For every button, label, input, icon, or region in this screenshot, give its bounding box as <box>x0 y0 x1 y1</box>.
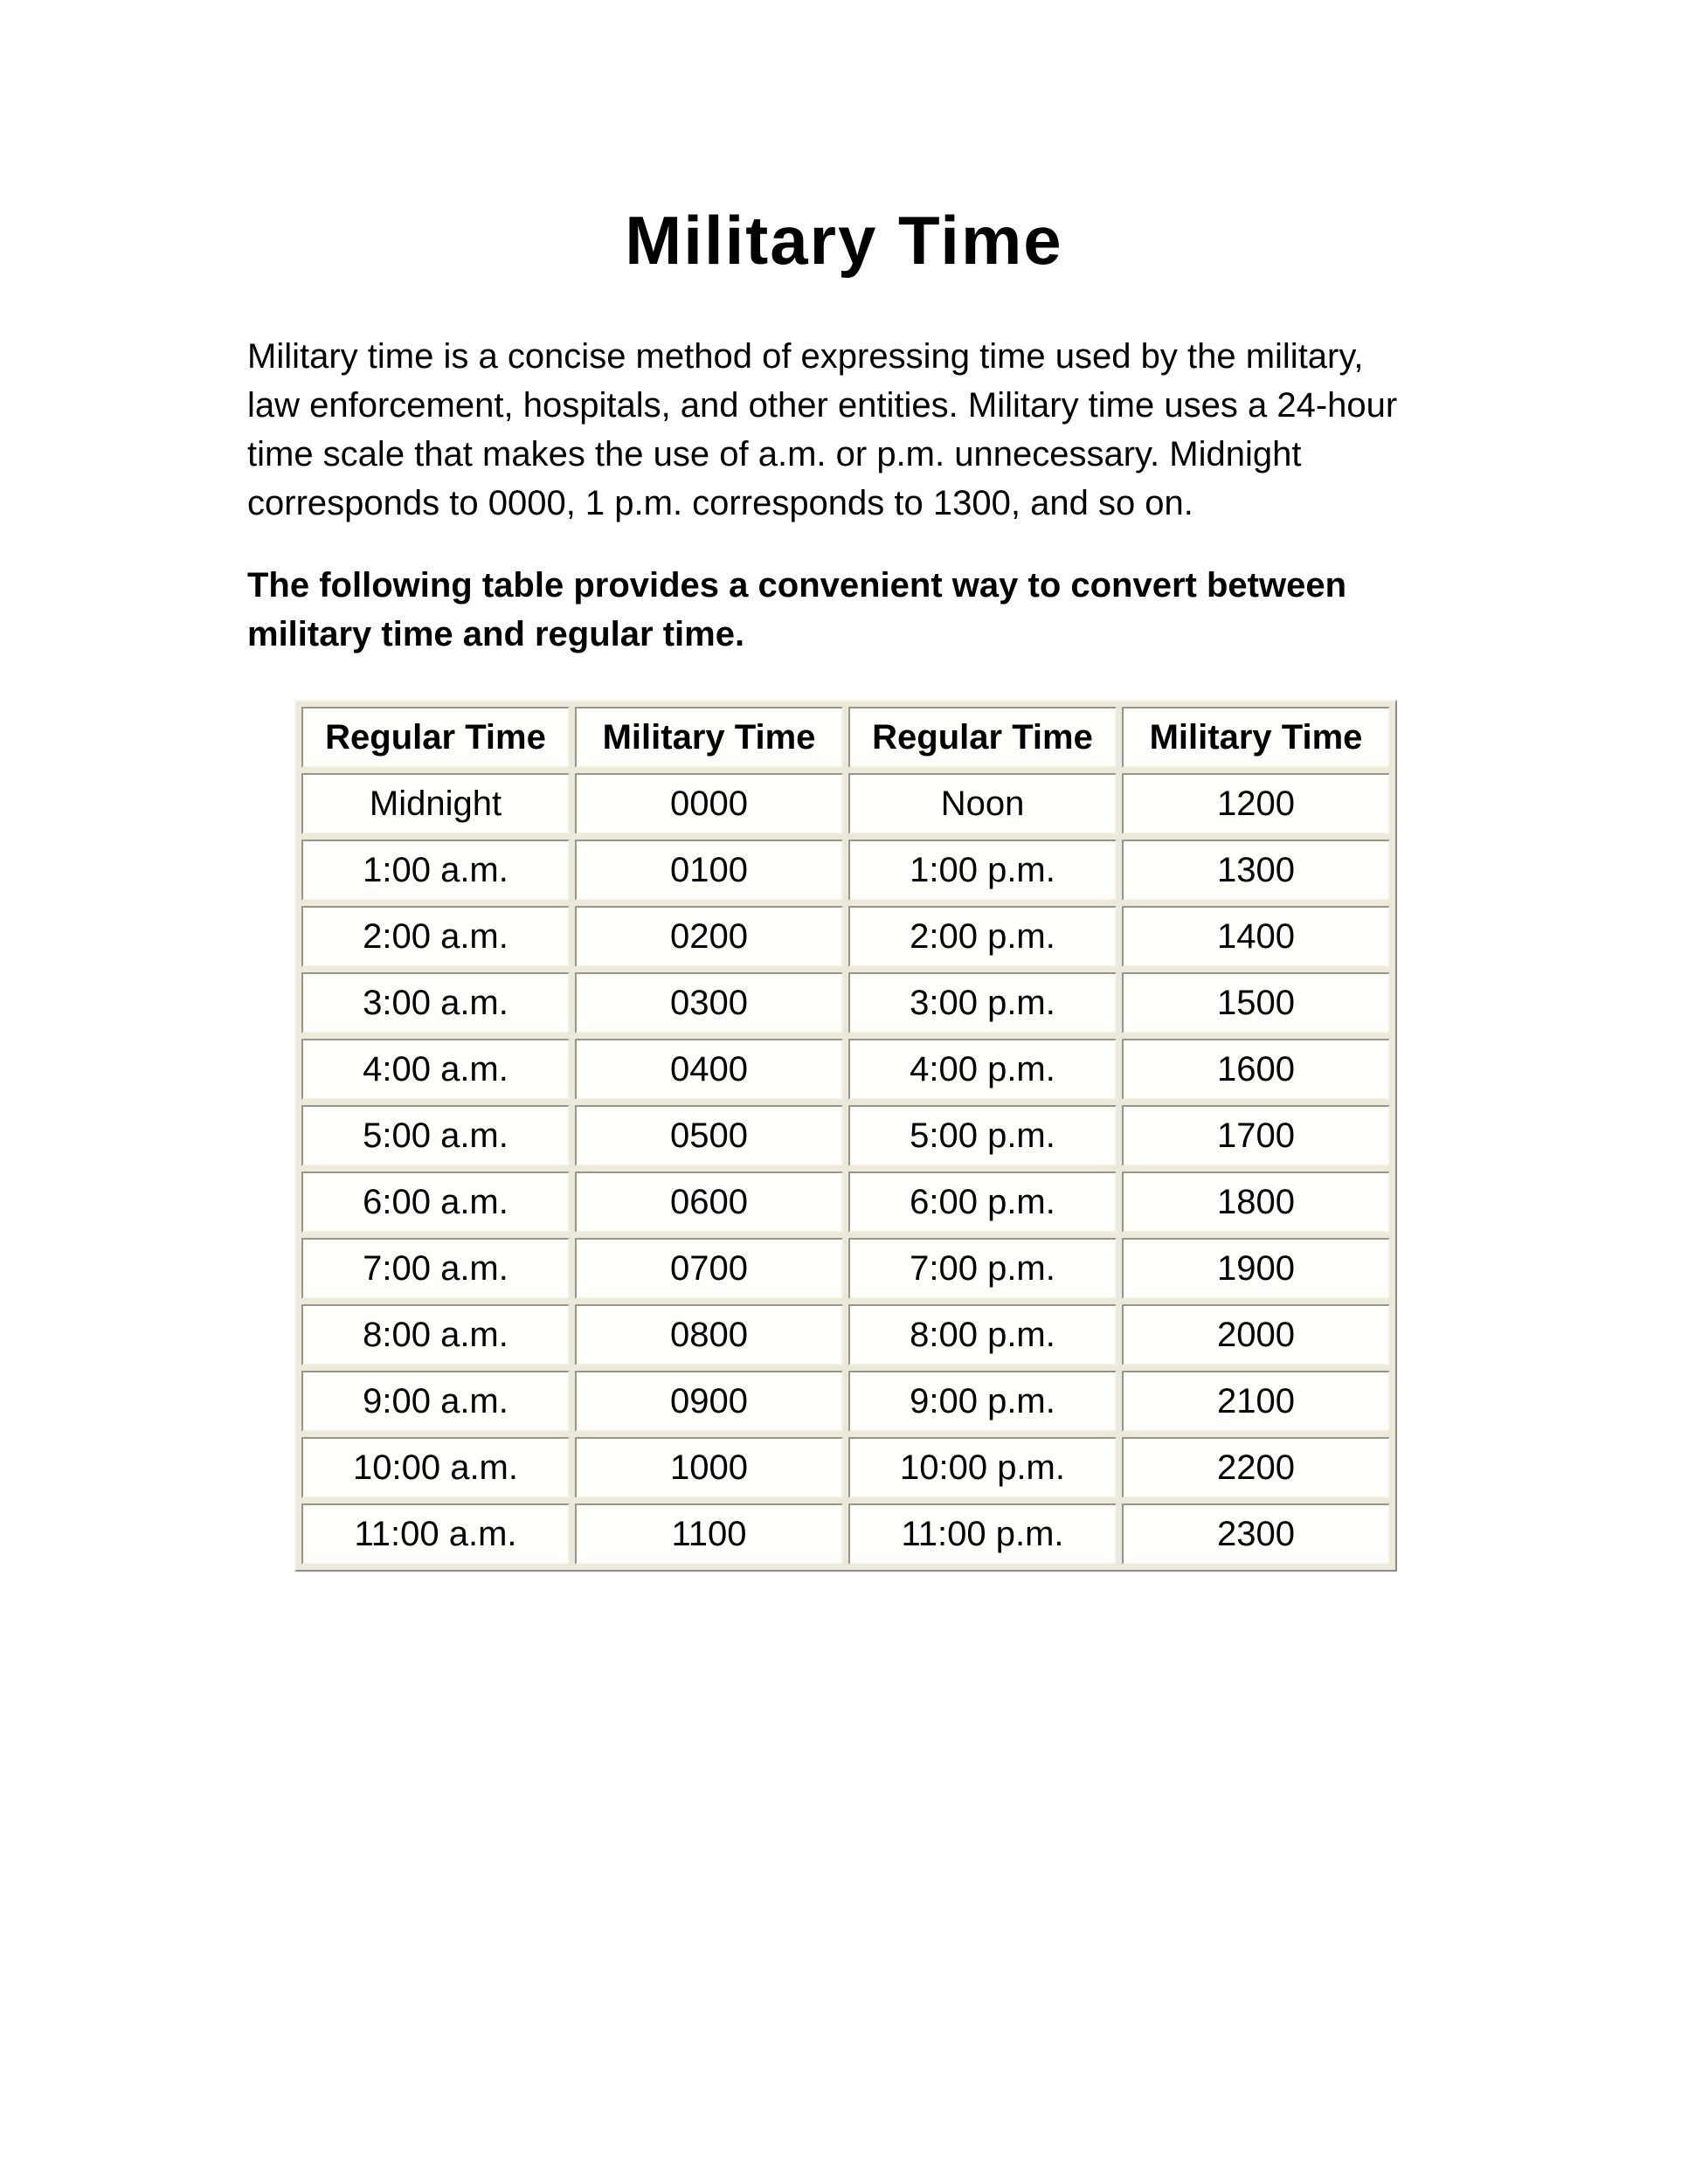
table-row: 7:00 a.m. 0700 7:00 p.m. 1900 <box>301 1238 1390 1299</box>
table-cell: 7:00 p.m. <box>848 1238 1117 1299</box>
table-cell: 0900 <box>575 1371 843 1432</box>
table-row: 3:00 a.m. 0300 3:00 p.m. 1500 <box>301 972 1390 1033</box>
intro-paragraph: Military time is a concise method of exp… <box>247 332 1688 528</box>
table-cell: 4:00 p.m. <box>848 1039 1117 1100</box>
table-row: Midnight 0000 Noon 1200 <box>301 773 1390 834</box>
table-cell: 9:00 a.m. <box>301 1371 570 1432</box>
table-cell: 0100 <box>575 840 843 901</box>
table-cell: 5:00 p.m. <box>848 1105 1117 1166</box>
table-cell: Midnight <box>301 773 570 834</box>
table-cell: 1900 <box>1122 1238 1390 1299</box>
table-cell: 7:00 a.m. <box>301 1238 570 1299</box>
table-cell: 0700 <box>575 1238 843 1299</box>
table-cell: 1400 <box>1122 906 1390 967</box>
table-cell: 11:00 p.m. <box>848 1503 1117 1565</box>
table-header-cell: Regular Time <box>848 707 1117 768</box>
table-cell: 11:00 a.m. <box>301 1503 570 1565</box>
table-cell: 2:00 p.m. <box>848 906 1117 967</box>
table-row: 8:00 a.m. 0800 8:00 p.m. 2000 <box>301 1304 1390 1365</box>
table-header-cell: Military Time <box>575 707 843 768</box>
table-row: 1:00 a.m. 0100 1:00 p.m. 1300 <box>301 840 1390 901</box>
paragraph-line: corresponds to 0000, 1 p.m. corresponds … <box>247 484 1193 522</box>
military-time-conversion-table: Regular Time Military Time Regular Time Mil… <box>294 700 1397 1572</box>
table-cell: 0800 <box>575 1304 843 1365</box>
paragraph-line: The following table provides a convenien… <box>247 566 1347 605</box>
table-row: 5:00 a.m. 0500 5:00 p.m. 1700 <box>301 1105 1390 1166</box>
paragraph-line: Military time is a concise method of exp… <box>247 337 1364 376</box>
table-cell: 1700 <box>1122 1105 1390 1166</box>
table-header-cell: Regular Time <box>301 707 570 768</box>
table-cell: 10:00 p.m. <box>848 1437 1117 1498</box>
table-row: 4:00 a.m. 0400 4:00 p.m. 1600 <box>301 1039 1390 1100</box>
table-cell: 1000 <box>575 1437 843 1498</box>
table-cell: 1:00 a.m. <box>301 840 570 901</box>
table-cell: 4:00 a.m. <box>301 1039 570 1100</box>
table-cell: 10:00 a.m. <box>301 1437 570 1498</box>
table-cell: 1800 <box>1122 1171 1390 1233</box>
table-cell: 1300 <box>1122 840 1390 901</box>
table-header-row: Regular Time Military Time Regular Time Mil… <box>301 707 1390 768</box>
paragraph-line: law enforcement, hospitals, and other en… <box>247 386 1398 425</box>
table-cell: 0600 <box>575 1171 843 1233</box>
table-cell: 1100 <box>575 1503 843 1565</box>
table-row: 11:00 a.m. 1100 11:00 p.m. 2300 <box>301 1503 1390 1565</box>
table-cell: 1500 <box>1122 972 1390 1033</box>
table-cell: 1:00 p.m. <box>848 840 1117 901</box>
table-cell: 9:00 p.m. <box>848 1371 1117 1432</box>
paragraph-line: military time and regular time. <box>247 615 745 653</box>
table-cell: 8:00 p.m. <box>848 1304 1117 1365</box>
table-cell: 6:00 a.m. <box>301 1171 570 1233</box>
table-cell: 0200 <box>575 906 843 967</box>
table-cell: 2300 <box>1122 1503 1390 1565</box>
table-cell: 2200 <box>1122 1437 1390 1498</box>
table-cell: 0400 <box>575 1039 843 1100</box>
table-cell: 5:00 a.m. <box>301 1105 570 1166</box>
table-note-paragraph: The following table provides a convenien… <box>247 561 1688 659</box>
table-cell: 1600 <box>1122 1039 1390 1100</box>
table-cell: Noon <box>848 773 1117 834</box>
table-row: 6:00 a.m. 0600 6:00 p.m. 1800 <box>301 1171 1390 1233</box>
table-cell: 0000 <box>575 773 843 834</box>
table-cell: 1200 <box>1122 773 1390 834</box>
table-cell: 2:00 a.m. <box>301 906 570 967</box>
table-cell: 8:00 a.m. <box>301 1304 570 1365</box>
table-cell: 0300 <box>575 972 843 1033</box>
table-row: 2:00 a.m. 0200 2:00 p.m. 1400 <box>301 906 1390 967</box>
table-cell: 0500 <box>575 1105 843 1166</box>
page-title: Military Time <box>625 202 1063 279</box>
table-cell: 6:00 p.m. <box>848 1171 1117 1233</box>
table-cell: 2000 <box>1122 1304 1390 1365</box>
table-row: 10:00 a.m. 1000 10:00 p.m. 2200 <box>301 1437 1390 1498</box>
table-row: 9:00 a.m. 0900 9:00 p.m. 2100 <box>301 1371 1390 1432</box>
table-cell: 2100 <box>1122 1371 1390 1432</box>
table-header-cell: Military Time <box>1122 707 1390 768</box>
table-cell: 3:00 p.m. <box>848 972 1117 1033</box>
table-cell: 3:00 a.m. <box>301 972 570 1033</box>
paragraph-line: time scale that makes the use of a.m. or… <box>247 435 1302 473</box>
